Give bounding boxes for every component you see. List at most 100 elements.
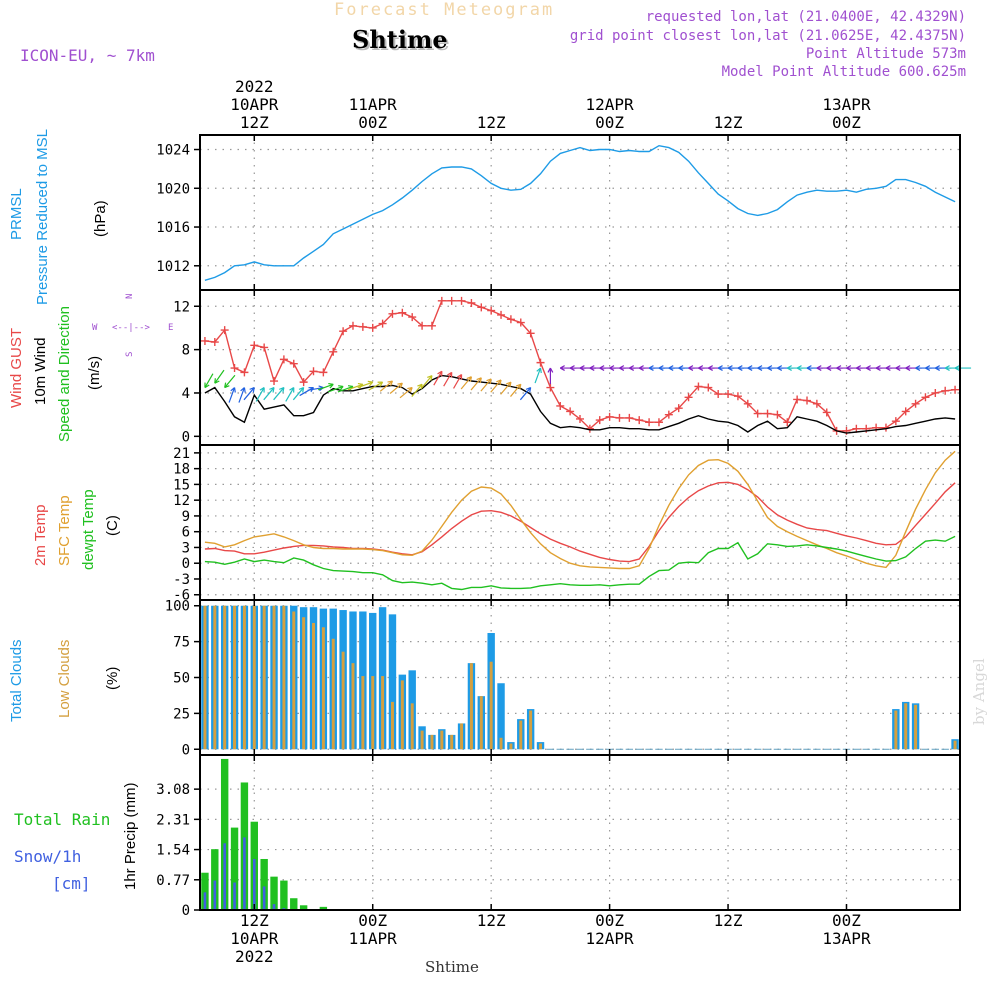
wind-compass-legend: N S W E <--|--> xyxy=(92,294,173,357)
bar-total-rain xyxy=(230,827,239,910)
y-tick-label: 1024 xyxy=(156,143,190,159)
y-tick-label: 100 xyxy=(165,599,190,615)
gust-marker xyxy=(516,318,525,327)
gust-marker xyxy=(526,329,535,338)
bar-total-rain xyxy=(201,872,209,910)
compass-e: E xyxy=(168,323,173,333)
wind-barb-head xyxy=(547,367,554,373)
gust-marker xyxy=(497,310,506,319)
wind-barb xyxy=(519,387,532,401)
bar-low-clouds xyxy=(489,661,493,750)
gust-marker xyxy=(556,401,565,410)
wind-barb xyxy=(224,374,236,388)
bar-low-clouds xyxy=(450,734,454,750)
gust-marker xyxy=(645,418,654,427)
y-tick-label: 18 xyxy=(173,462,190,478)
wind-barb-head xyxy=(767,365,773,371)
gust-marker xyxy=(358,322,367,331)
wind-barb xyxy=(228,387,236,403)
bar-low-clouds xyxy=(953,740,957,750)
wind-barb-head xyxy=(658,365,664,371)
bar-low-clouds xyxy=(361,676,365,750)
wind-barb-head xyxy=(688,365,694,371)
gust-marker xyxy=(437,296,446,305)
bar-low-clouds xyxy=(499,737,503,750)
wind-barb-head xyxy=(279,386,285,393)
gust-marker xyxy=(793,395,802,404)
bar-total-rain xyxy=(319,906,328,910)
wind-barb-head xyxy=(377,381,384,387)
gust-marker xyxy=(694,382,703,391)
wind-barb-head xyxy=(259,387,265,393)
y-tick-label: 75 xyxy=(173,635,190,651)
wind-barb xyxy=(243,387,255,401)
wind-barb-head xyxy=(466,376,473,382)
y-tick-label: 1012 xyxy=(156,259,190,275)
gust-marker xyxy=(921,393,930,402)
bar-total-rain xyxy=(270,876,278,910)
wind-barb-head xyxy=(427,375,433,381)
bar-low-clouds xyxy=(262,605,266,750)
bar-low-clouds xyxy=(272,605,276,750)
gust-marker xyxy=(803,396,812,405)
gust-marker xyxy=(625,413,634,422)
bar-low-clouds xyxy=(312,622,315,750)
wind-barb-head xyxy=(367,380,374,387)
series-line-10m-wind xyxy=(204,374,956,434)
bar-total-rain xyxy=(260,858,268,910)
bar-low-clouds xyxy=(390,701,394,750)
gust-marker xyxy=(388,309,397,318)
y-tick-label: 12 xyxy=(173,299,190,315)
gust-marker xyxy=(457,296,466,305)
gust-marker xyxy=(743,399,752,408)
gust-marker xyxy=(911,399,920,408)
time-label-bottom: 12Z xyxy=(714,911,743,930)
footer-location: Shtime xyxy=(425,958,479,976)
wind-barb-head xyxy=(569,365,575,371)
gust-marker xyxy=(595,416,604,425)
gust-marker xyxy=(763,409,772,418)
gust-marker xyxy=(674,404,683,413)
bar-low-clouds xyxy=(292,611,296,750)
bar-low-clouds xyxy=(233,605,237,750)
wind-barb-head xyxy=(638,365,644,371)
gust-marker xyxy=(200,336,209,345)
gust-marker xyxy=(368,323,377,332)
wind-barb-head xyxy=(496,379,502,385)
wind-barb-head xyxy=(387,380,394,386)
bar-low-clouds xyxy=(242,605,246,750)
gust-marker xyxy=(260,343,269,352)
time-label-top: 12APR xyxy=(586,95,635,114)
y-tick-label: 9 xyxy=(182,509,190,525)
y-tick-label: 2.31 xyxy=(156,812,190,828)
wind-barb xyxy=(534,367,542,384)
wind-barb xyxy=(389,382,403,394)
bar-low-clouds xyxy=(252,605,256,750)
wind-barb xyxy=(443,372,453,387)
bar-total-rain xyxy=(211,849,219,910)
bar-low-clouds xyxy=(479,696,483,750)
time-label-bottom: 00Z xyxy=(595,911,624,930)
time-label-top: 11APR xyxy=(349,95,398,114)
bar-low-clouds xyxy=(410,703,414,750)
gust-marker xyxy=(250,341,259,350)
wind-barb-head xyxy=(204,382,210,389)
y-tick-label: -6 xyxy=(173,588,190,604)
wind-barb-head xyxy=(298,386,305,393)
y-tick-label: 0 xyxy=(182,429,190,445)
time-label-top: 00Z xyxy=(358,113,387,132)
gust-marker xyxy=(733,392,742,401)
bar-low-clouds xyxy=(539,743,542,750)
wind-barb-head xyxy=(525,386,532,393)
wind-barb xyxy=(347,383,364,391)
gust-marker xyxy=(536,358,545,367)
wind-barb xyxy=(204,373,214,388)
wind-barb xyxy=(327,385,344,393)
wind-barb xyxy=(399,387,413,399)
gust-marker xyxy=(210,338,219,347)
series-line-sfc-temp xyxy=(204,450,956,570)
gust-marker xyxy=(378,319,387,328)
gust-marker xyxy=(309,367,318,376)
bar-low-clouds xyxy=(282,605,286,750)
wind-barb-head xyxy=(777,365,783,371)
